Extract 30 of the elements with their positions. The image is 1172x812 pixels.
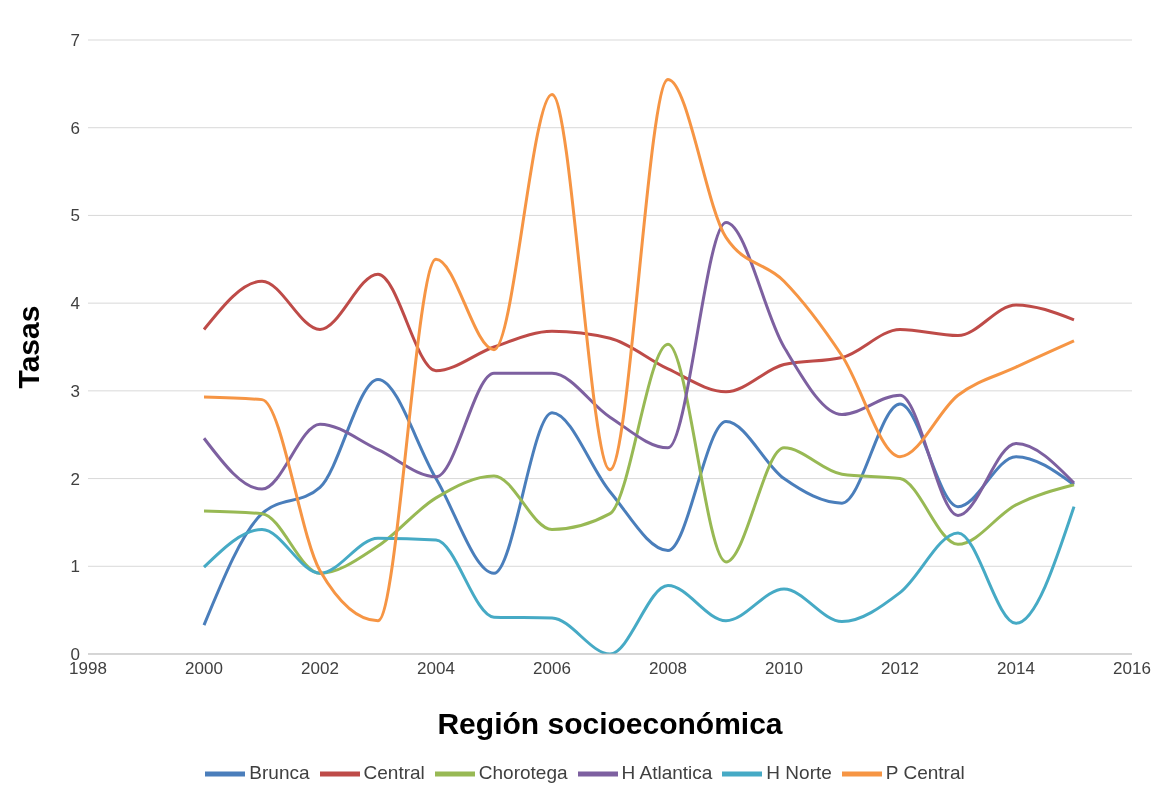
x-tick-label: 2016 — [1113, 659, 1151, 679]
y-tick-label: 1 — [70, 557, 80, 577]
x-tick-label: 2002 — [301, 659, 339, 679]
line-series — [202, 272, 1076, 394]
line-series — [202, 220, 1076, 517]
x-tick-label: 2006 — [533, 659, 571, 679]
line-series — [202, 377, 1076, 627]
x-tick-label: 2014 — [997, 659, 1035, 679]
x-axis-title: Región socioeconómica — [437, 707, 783, 740]
x-tick-label: 2008 — [649, 659, 687, 679]
legend-label: H Norte — [766, 762, 832, 784]
legend-label: Chorotega — [478, 762, 568, 784]
x-tick-label: 2010 — [765, 659, 803, 679]
line-series — [202, 505, 1076, 654]
legend-label: H Atlantica — [621, 762, 713, 784]
x-tick-label: 2000 — [185, 659, 223, 679]
y-tick-label: 4 — [70, 294, 80, 314]
y-tick-label: 5 — [70, 206, 80, 226]
legend-label: P Central — [885, 762, 965, 784]
y-tick-label: 3 — [70, 381, 80, 401]
x-tick-label: 2004 — [417, 659, 455, 679]
line-series — [202, 77, 1076, 623]
legend-label: Central — [363, 762, 425, 784]
y-axis-title: Tasas — [11, 305, 45, 389]
y-tick-label: 2 — [70, 469, 80, 489]
line-series — [202, 342, 1076, 575]
y-tick-label: 6 — [70, 118, 80, 138]
y-tick-label: 7 — [70, 31, 80, 51]
legend-label: Brunca — [249, 762, 310, 784]
x-tick-label: 2012 — [881, 659, 919, 679]
